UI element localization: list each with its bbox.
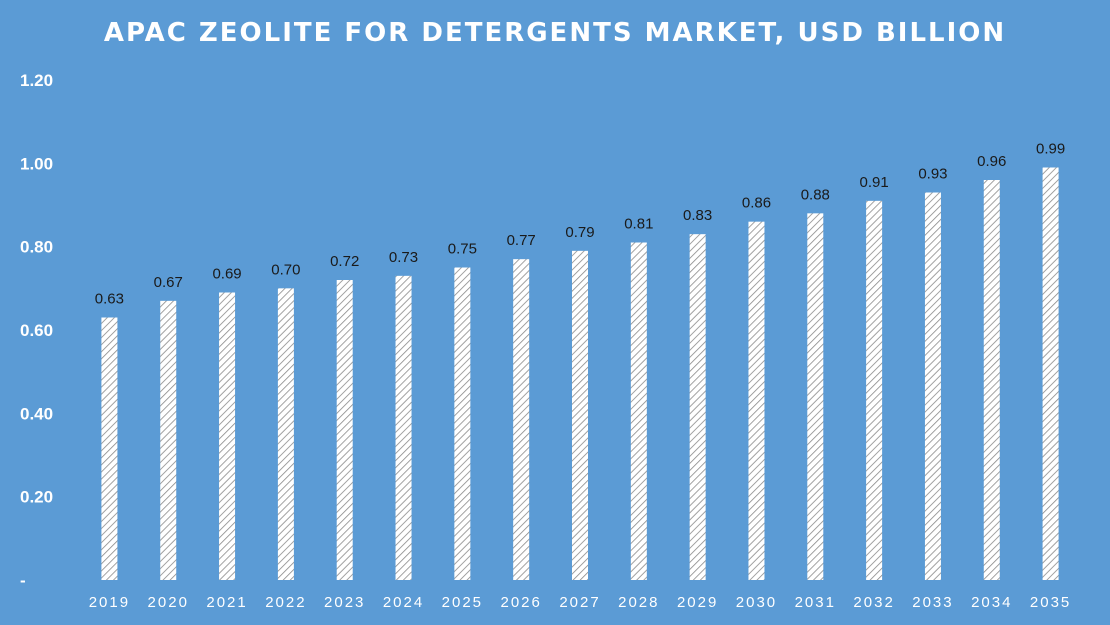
data-label-2022: 0.70 bbox=[271, 261, 300, 278]
x-tick-label: 2019 bbox=[89, 594, 130, 611]
bar-2025 bbox=[454, 267, 471, 580]
x-tick-label: 2029 bbox=[677, 594, 718, 611]
data-label-2026: 0.77 bbox=[507, 232, 536, 249]
bar-2020 bbox=[160, 300, 177, 580]
y-tick-label: - bbox=[20, 571, 26, 590]
y-tick-label: 0.80 bbox=[20, 238, 53, 257]
data-label-2020: 0.67 bbox=[154, 274, 183, 291]
bar-2021 bbox=[219, 292, 236, 580]
data-label-2019: 0.63 bbox=[95, 291, 124, 308]
x-tick-label: 2034 bbox=[971, 594, 1012, 611]
data-label-2023: 0.72 bbox=[330, 253, 359, 270]
bar-2030 bbox=[748, 221, 765, 580]
chart-title: APAC ZEOLITE FOR DETERGENTS MARKET, USD … bbox=[103, 18, 1007, 48]
y-tick-label: 0.40 bbox=[20, 404, 53, 423]
y-tick-label: 0.20 bbox=[20, 488, 53, 507]
bar-2032 bbox=[866, 200, 883, 581]
bar-2023 bbox=[336, 280, 353, 580]
bar-2027 bbox=[572, 250, 588, 581]
x-axis: 2019 2020 2021 2022 2023 2024 2025 2026 2027 2028… bbox=[89, 594, 1071, 611]
value-labels: 0.63 0.67 0.69 0.70 0.72 0.73 0.75 0.77 0.79 0.81… bbox=[95, 141, 1065, 308]
data-label-2024: 0.73 bbox=[389, 249, 418, 266]
bar-2034 bbox=[983, 180, 1000, 580]
y-axis: - 0.20 0.40 0.60 0.80 1.00 1.20 bbox=[20, 71, 53, 590]
x-tick-label: 2033 bbox=[912, 594, 953, 611]
data-label-2035: 0.99 bbox=[1036, 141, 1065, 158]
x-tick-label: 2028 bbox=[618, 594, 659, 611]
data-label-2032: 0.91 bbox=[860, 174, 889, 191]
x-tick-label: 2031 bbox=[795, 594, 836, 611]
x-tick-label: 2032 bbox=[853, 594, 894, 611]
x-tick-label: 2023 bbox=[324, 594, 365, 611]
x-tick-label: 2021 bbox=[206, 594, 247, 611]
bar-2022 bbox=[277, 288, 294, 580]
bar-2035 bbox=[1042, 167, 1059, 580]
x-tick-label: 2026 bbox=[500, 594, 541, 611]
data-label-2028: 0.81 bbox=[624, 216, 653, 233]
data-label-2029: 0.83 bbox=[683, 207, 712, 224]
bar-2029 bbox=[689, 234, 706, 580]
data-label-2033: 0.93 bbox=[918, 166, 947, 183]
x-tick-label: 2035 bbox=[1030, 594, 1071, 611]
bars bbox=[101, 167, 1059, 581]
x-tick-label: 2030 bbox=[736, 594, 777, 611]
x-tick-label: 2027 bbox=[559, 594, 600, 611]
data-label-2025: 0.75 bbox=[448, 241, 477, 258]
y-tick-label: 0.60 bbox=[20, 321, 53, 340]
data-label-2034: 0.96 bbox=[977, 153, 1006, 170]
bar-2033 bbox=[924, 192, 941, 580]
y-tick-label: 1.20 bbox=[20, 71, 53, 90]
x-tick-label: 2025 bbox=[442, 594, 483, 611]
x-tick-label: 2024 bbox=[383, 594, 424, 611]
bar-2026 bbox=[513, 259, 530, 580]
data-label-2021: 0.69 bbox=[212, 266, 241, 283]
bar-2019 bbox=[101, 317, 118, 580]
x-tick-label: 2020 bbox=[148, 594, 189, 611]
y-tick-label: 1.00 bbox=[20, 154, 53, 173]
bar-2028 bbox=[630, 242, 647, 580]
bar-2024 bbox=[395, 275, 412, 580]
data-label-2030: 0.86 bbox=[742, 195, 771, 212]
data-label-2031: 0.88 bbox=[801, 186, 830, 203]
bar-2031 bbox=[807, 213, 824, 581]
data-label-2027: 0.79 bbox=[565, 224, 594, 241]
x-tick-label: 2022 bbox=[265, 594, 306, 611]
